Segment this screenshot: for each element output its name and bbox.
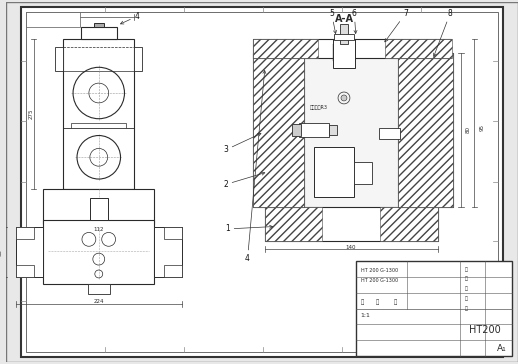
Text: A-A: A-A [335,14,353,24]
Bar [55,47,63,71]
Bar [71,123,126,128]
Bar [379,128,400,139]
Bar [154,228,182,277]
Bar [25,12,80,27]
Text: 5: 5 [329,9,337,33]
Bar [164,228,182,240]
Text: 阶: 阶 [361,300,364,305]
Text: 1: 1 [225,225,272,233]
Bar [314,147,354,197]
Text: 批: 批 [465,306,467,311]
Bar [134,47,142,71]
Bar [16,228,44,277]
Text: 6: 6 [352,9,357,33]
Bar [63,39,134,189]
Bar [44,219,154,284]
Bar [398,54,453,207]
Text: HT200: HT200 [469,325,501,335]
Text: 8: 8 [434,9,453,56]
Bar [253,39,318,58]
Text: 号: 号 [393,300,397,305]
Bar [164,265,182,277]
Text: 140: 140 [346,245,356,250]
Bar [333,44,355,62]
Circle shape [341,95,347,101]
Bar [356,261,512,356]
Text: 4: 4 [121,12,139,24]
Text: 50: 50 [0,249,3,256]
Bar [81,27,117,39]
Bar [398,54,453,207]
Text: HT 200 G-1300: HT 200 G-1300 [361,269,398,273]
Text: HT 200 G-1300: HT 200 G-1300 [361,278,398,284]
Text: 2: 2 [223,172,265,189]
Text: 112: 112 [94,227,104,232]
Bar [292,124,301,135]
Text: 4: 4 [245,71,266,263]
Bar [354,162,371,184]
Text: 224: 224 [94,299,104,304]
Bar [384,39,452,58]
Bar [299,123,329,136]
Text: 比: 比 [376,300,379,305]
Text: A₁: A₁ [497,344,507,353]
Bar [329,124,337,135]
Bar [253,39,451,58]
Bar [44,189,154,223]
Text: 80: 80 [466,126,471,133]
Bar [88,284,110,294]
Bar [253,54,305,207]
Bar [265,207,438,241]
Bar [90,198,108,219]
Bar [334,34,354,40]
Bar [333,39,355,68]
Bar [305,54,398,207]
Text: 计: 计 [465,276,467,281]
Text: 95: 95 [480,124,485,131]
Text: 7: 7 [385,9,408,42]
Bar [380,207,438,241]
Text: 设: 设 [465,266,467,272]
Bar [16,265,34,277]
Bar [340,24,348,44]
Bar [94,23,104,27]
Bar [253,54,305,207]
Text: 1:1: 1:1 [361,313,371,318]
Text: 3: 3 [223,133,261,154]
Text: 审: 审 [465,296,467,301]
Bar [265,207,322,241]
Bar [16,228,34,240]
Text: 未注圆角R3: 未注圆角R3 [309,105,327,110]
Text: 275: 275 [29,108,34,119]
Text: 校: 校 [465,286,467,291]
